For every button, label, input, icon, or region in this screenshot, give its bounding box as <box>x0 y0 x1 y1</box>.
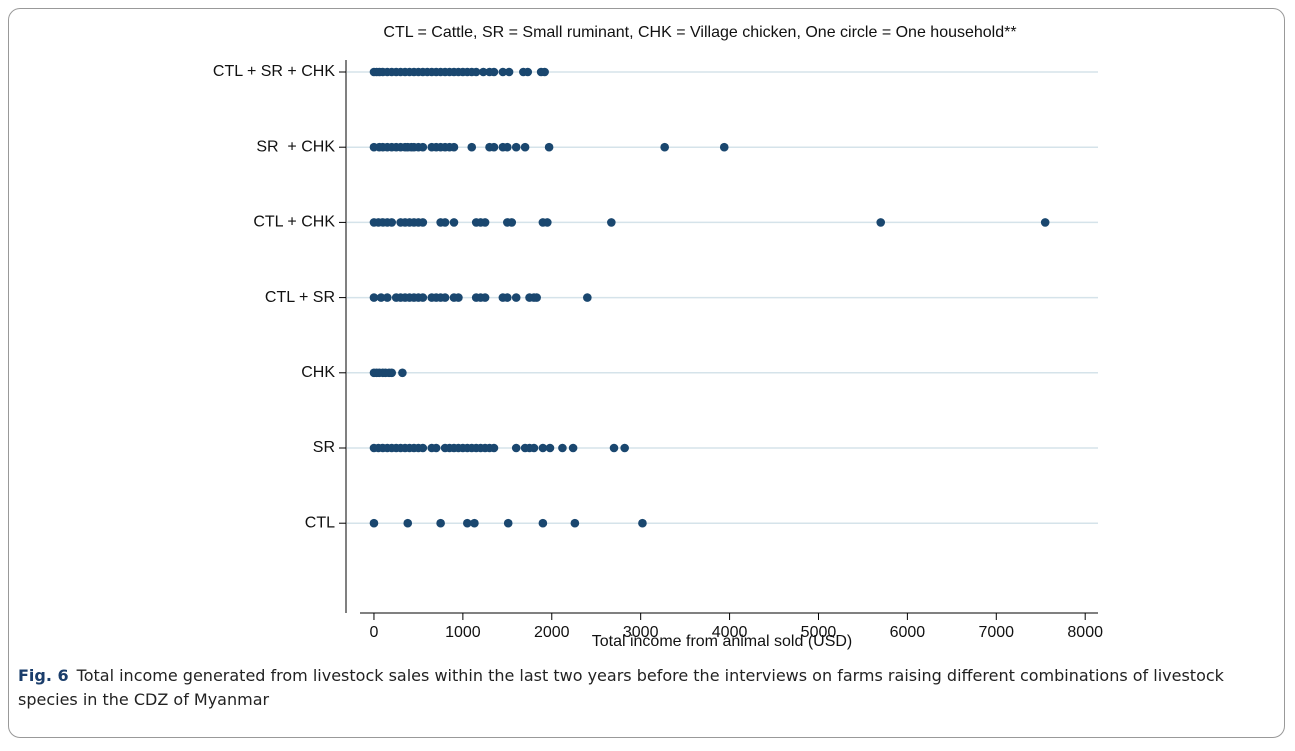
dot <box>511 443 521 453</box>
dot <box>418 142 428 152</box>
dot <box>876 218 886 227</box>
dot <box>1040 218 1050 227</box>
dot <box>558 443 567 453</box>
dot <box>538 518 548 528</box>
y-tick-label: CHK <box>301 364 335 381</box>
dot <box>470 518 479 528</box>
dot <box>440 293 450 302</box>
chart-title: CTL = Cattle, SR = Small ruminant, CHK =… <box>383 24 1016 41</box>
dot <box>523 67 533 77</box>
x-tick-label: 5000 <box>801 624 837 641</box>
dot <box>540 67 549 77</box>
dot <box>489 142 499 152</box>
figure-frame <box>8 8 1285 738</box>
dot <box>454 293 463 302</box>
dot <box>369 293 379 302</box>
dot <box>570 518 580 528</box>
y-tick-label: CTL + CHK <box>253 214 335 231</box>
dot <box>638 518 647 528</box>
dot <box>387 368 397 378</box>
dot <box>376 293 386 302</box>
dot <box>489 443 499 453</box>
dot <box>545 443 555 453</box>
x-tick-label: 2000 <box>534 624 570 641</box>
caption-text: Total income generated from livestock sa… <box>18 666 1224 709</box>
dot <box>529 443 539 453</box>
dot <box>719 142 729 152</box>
dot <box>463 518 472 528</box>
dot <box>418 218 428 227</box>
y-tick-label: CTL + SR <box>265 289 335 306</box>
x-axis-label: Total income from animal sold (USD) <box>592 633 853 650</box>
caption: Fig. 6 Total income generated from livest… <box>18 664 1258 712</box>
y-tick-label: SR + CHK <box>256 138 335 155</box>
dot <box>467 142 477 152</box>
dot <box>503 293 512 302</box>
dot <box>620 443 629 453</box>
dot <box>440 218 450 227</box>
dot <box>382 293 392 302</box>
dot <box>609 443 619 453</box>
dot <box>543 218 552 227</box>
dot <box>387 218 397 227</box>
dot <box>418 443 428 453</box>
y-tick-label: SR <box>313 439 335 456</box>
dot <box>479 67 488 77</box>
dot <box>369 518 379 528</box>
dot <box>607 218 616 227</box>
dot <box>418 293 428 302</box>
x-tick-label: 1000 <box>445 624 481 641</box>
dot <box>489 67 499 77</box>
x-tick-label: 7000 <box>978 624 1014 641</box>
dot <box>503 142 512 152</box>
x-tick-label: 4000 <box>712 624 748 641</box>
dot <box>538 443 548 453</box>
dot <box>511 293 521 302</box>
dot <box>544 142 554 152</box>
dot <box>498 67 508 77</box>
x-tick-label: 6000 <box>890 624 926 641</box>
dot <box>436 518 445 528</box>
x-tick-label: 8000 <box>1067 624 1103 641</box>
y-tick-label: CTL <box>305 514 335 531</box>
dot <box>520 142 530 152</box>
dot <box>503 518 513 528</box>
dot <box>431 443 441 453</box>
chart: CTL = Cattle, SR = Small ruminant, CHK =… <box>213 24 1103 650</box>
dot <box>449 218 459 227</box>
dot <box>507 218 517 227</box>
x-tick-label: 0 <box>370 624 379 641</box>
dot <box>449 142 459 152</box>
y-tick-label: CTL + SR + CHK <box>213 63 335 80</box>
dot <box>480 218 490 227</box>
dot <box>660 142 669 152</box>
dot <box>471 67 481 77</box>
dot <box>511 142 521 152</box>
caption-label: Fig. 6 <box>18 666 69 685</box>
dot <box>504 67 514 77</box>
dot <box>532 293 541 302</box>
dot <box>398 368 407 378</box>
dot <box>480 293 490 302</box>
dot <box>403 518 413 528</box>
dot <box>568 443 578 453</box>
x-tick-label: 3000 <box>623 624 659 641</box>
dot <box>583 293 592 302</box>
